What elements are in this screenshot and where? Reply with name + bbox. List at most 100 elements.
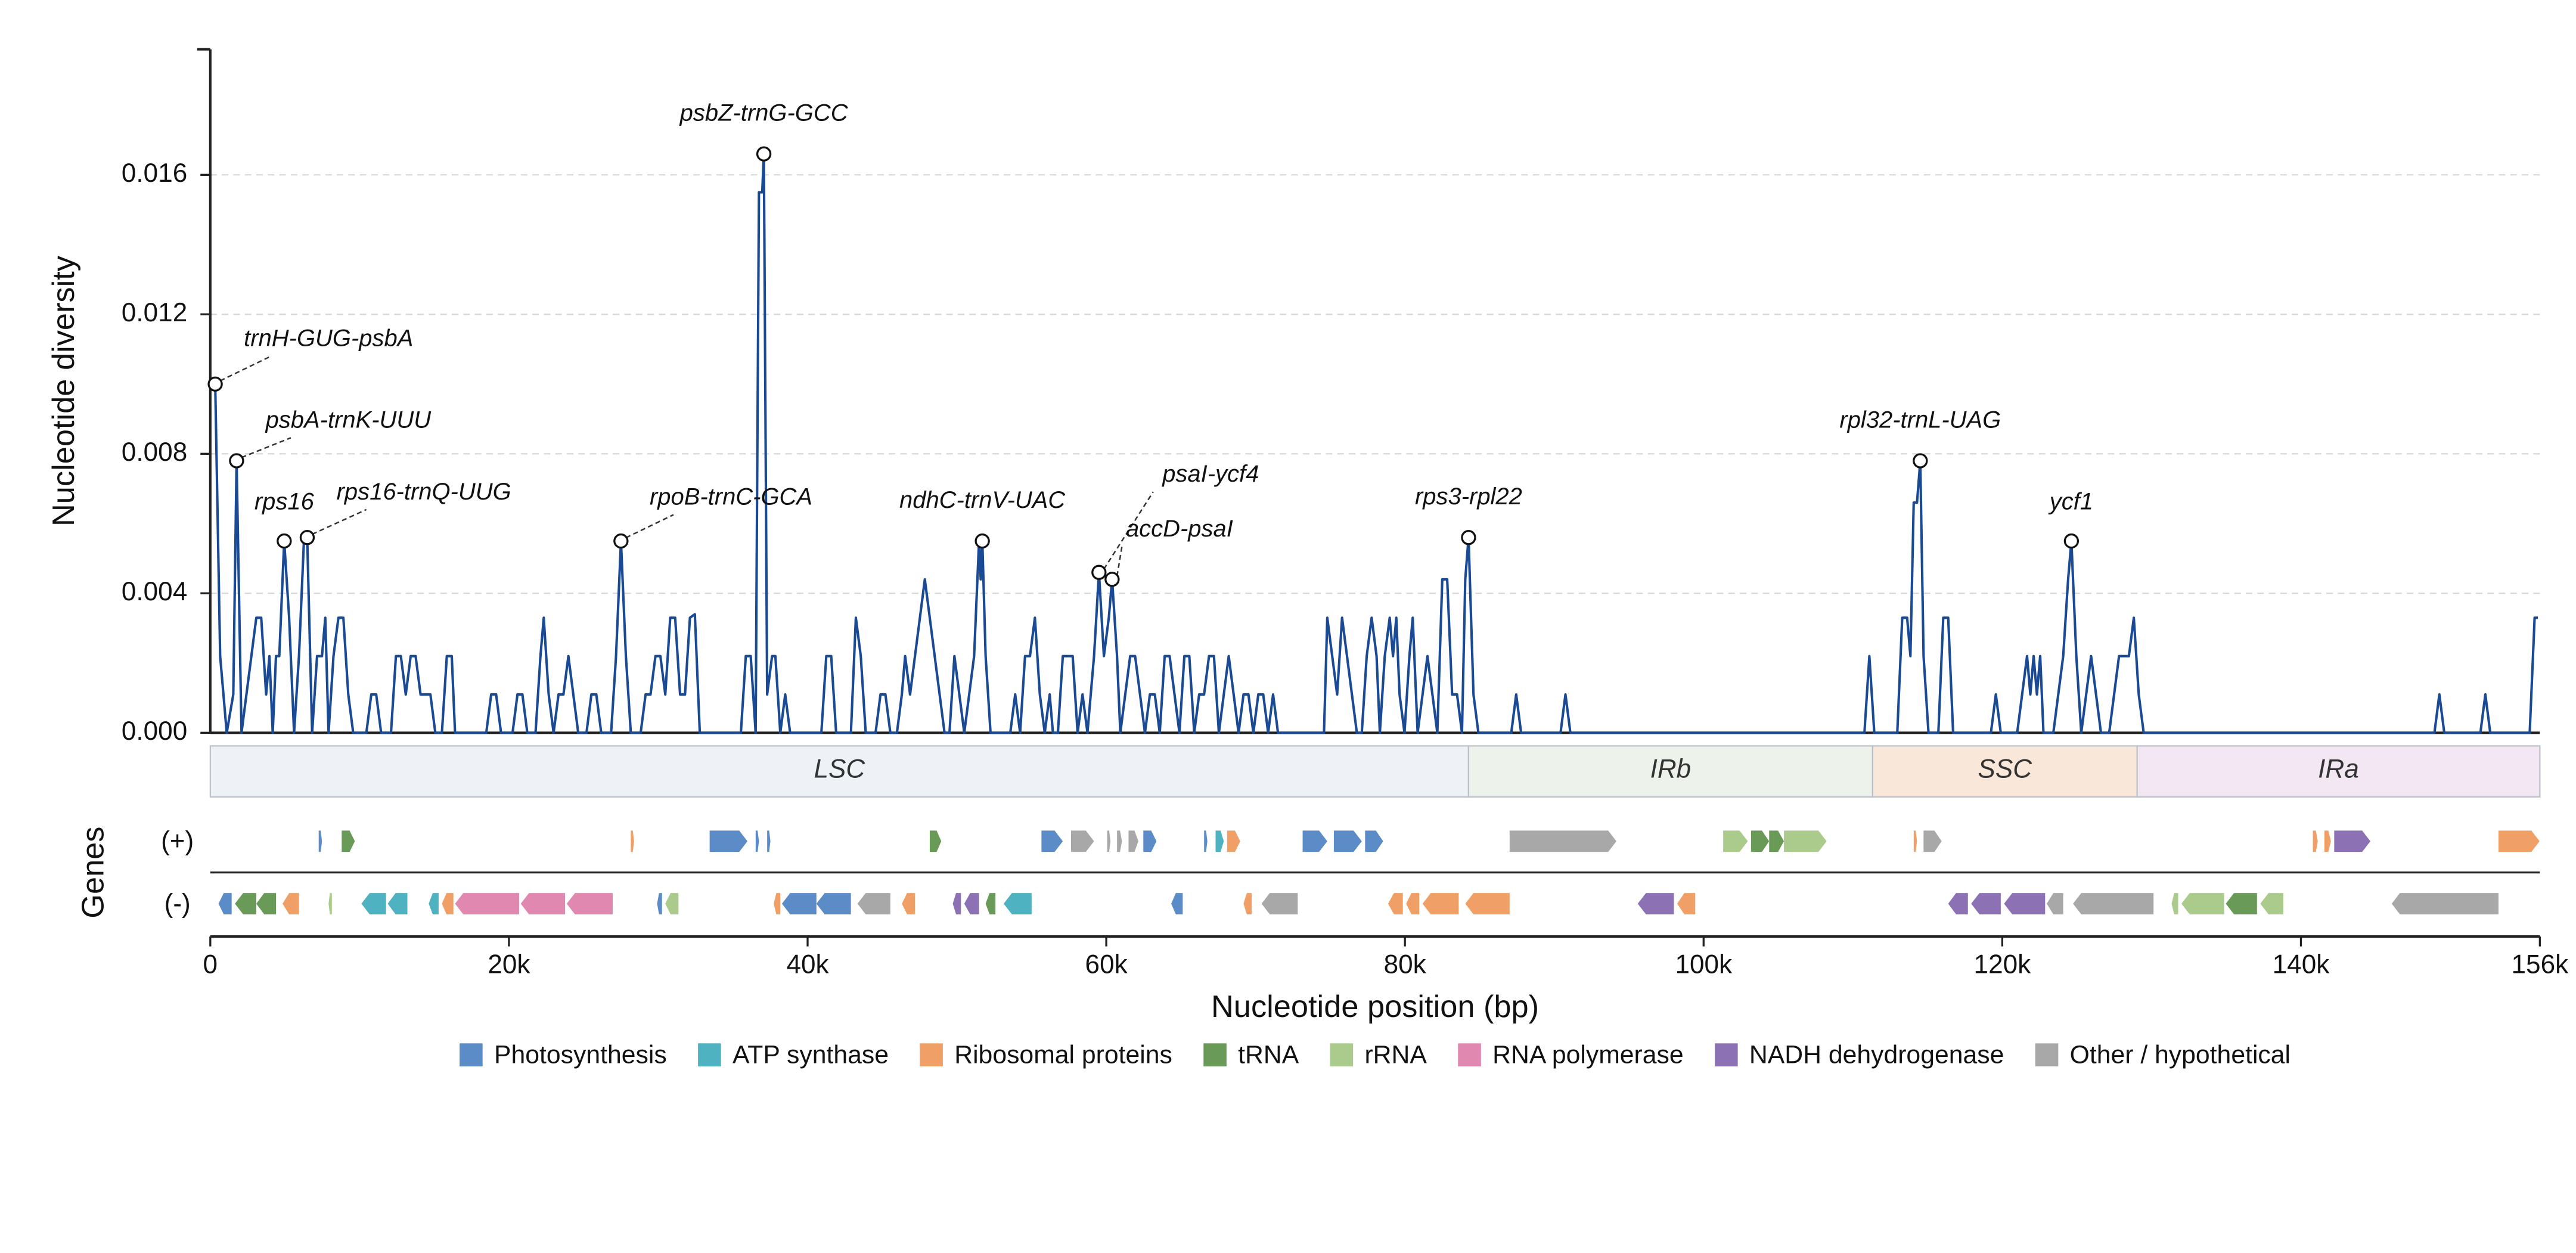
- gene: [2226, 893, 2257, 914]
- x-tick-label: 0: [203, 950, 218, 979]
- annotation-point: [277, 533, 292, 549]
- gene: [318, 830, 322, 852]
- gene: [566, 893, 613, 914]
- gene: [2391, 893, 2499, 914]
- y-tick-label: 0.016: [122, 159, 187, 188]
- legend-swatch: [920, 1043, 943, 1066]
- annotation-point: [1461, 530, 1476, 545]
- gene: [387, 893, 408, 914]
- gene: [235, 893, 257, 914]
- gene: [218, 893, 232, 914]
- gene: [929, 830, 942, 852]
- gene: [2047, 893, 2063, 914]
- gene: [1070, 830, 1094, 852]
- x-tick-label: 20k: [488, 950, 530, 979]
- annotation-point: [1913, 453, 1928, 469]
- legend-label: ATP synthase: [733, 1041, 889, 1069]
- annotation-point: [756, 146, 772, 162]
- y-tick-label: 0.008: [122, 438, 187, 467]
- x-tick-label: 40k: [786, 950, 829, 979]
- region-label: IRb: [1650, 754, 1692, 783]
- region-label: LSC: [814, 754, 865, 783]
- gene: [767, 830, 771, 852]
- gene: [1948, 893, 1968, 914]
- gene: [520, 893, 566, 914]
- legend-label: Other / hypothetical: [2070, 1041, 2291, 1069]
- gene: [1913, 830, 1917, 852]
- legend-label: RNA polymerase: [1492, 1041, 1684, 1069]
- gene: [1227, 830, 1240, 852]
- gene: [342, 830, 355, 852]
- gene: [1117, 830, 1122, 852]
- gene: [1302, 830, 1327, 852]
- legend-swatch: [1715, 1043, 1738, 1066]
- region-label: IRa: [2318, 754, 2359, 783]
- x-tick-label: 156k: [2512, 950, 2569, 979]
- legend-swatch: [2035, 1043, 2059, 1066]
- genes-label: Genes: [76, 826, 111, 918]
- gene: [1143, 830, 1157, 852]
- gene: [256, 893, 277, 914]
- track-label: (-): [165, 889, 191, 918]
- region-bar: [1872, 745, 2138, 798]
- gene: [1243, 893, 1252, 914]
- gene: [1422, 893, 1459, 914]
- gene: [1971, 893, 2001, 914]
- gene: [1751, 830, 1770, 852]
- gene: [1637, 893, 1674, 914]
- gene: [1261, 893, 1298, 914]
- gene: [816, 893, 851, 914]
- annotation-label: psbA-trnK-UUU: [265, 407, 432, 433]
- x-tick-label: 120k: [1974, 950, 2032, 979]
- gene: [455, 893, 519, 914]
- annotation-label: ycf1: [2048, 489, 2093, 515]
- gene: [985, 893, 996, 914]
- gene: [709, 830, 748, 852]
- gene: [1107, 830, 1111, 852]
- annotation-point: [2063, 533, 2080, 549]
- gene: [283, 893, 299, 914]
- gene: [442, 893, 454, 914]
- gene: [1784, 830, 1827, 852]
- track-label: (+): [161, 827, 194, 856]
- legend-swatch: [460, 1043, 483, 1066]
- region-bar: [1467, 745, 1874, 798]
- annotation-leader: [1103, 491, 1154, 570]
- gene: [1769, 830, 1784, 852]
- legend-label: rRNA: [1364, 1041, 1427, 1069]
- annotation-label: rpl32-trnL-UAG: [1839, 407, 2001, 433]
- x-tick-label: 100k: [1675, 950, 1733, 979]
- gene: [361, 893, 386, 914]
- gene: [2073, 893, 2154, 914]
- gene: [1677, 893, 1696, 914]
- annotation-leader: [1116, 546, 1123, 576]
- annotation-label: rps3-rpl22: [1415, 483, 1522, 510]
- annotation-label: rps16-trnQ-UUG: [337, 479, 511, 505]
- gene: [665, 893, 679, 914]
- gene: [1465, 893, 1510, 914]
- annotation-label: ndhC-trnV-UAC: [899, 487, 1066, 513]
- gene: [2313, 830, 2318, 852]
- legend-swatch: [1458, 1043, 1481, 1066]
- gene: [902, 893, 915, 914]
- y-tick-label: 0.000: [122, 717, 187, 746]
- gene: [1365, 830, 1383, 852]
- region-bar: [2136, 745, 2541, 798]
- annotation-point: [974, 533, 990, 549]
- gene: [1406, 893, 1420, 914]
- y-axis-label: Nucleotide diversity: [46, 255, 81, 526]
- x-tick-label: 80k: [1384, 950, 1427, 979]
- annotation-label: psaI-ycf4: [1162, 461, 1259, 487]
- x-tick-label: 140k: [2273, 950, 2330, 979]
- legend-swatch: [1330, 1043, 1354, 1066]
- gene: [1509, 830, 1616, 852]
- gene: [781, 893, 817, 914]
- annotation-point: [207, 376, 223, 392]
- gene: [952, 893, 961, 914]
- gene: [657, 893, 662, 914]
- gene: [964, 893, 979, 914]
- gene: [774, 893, 781, 914]
- gene: [2324, 830, 2331, 852]
